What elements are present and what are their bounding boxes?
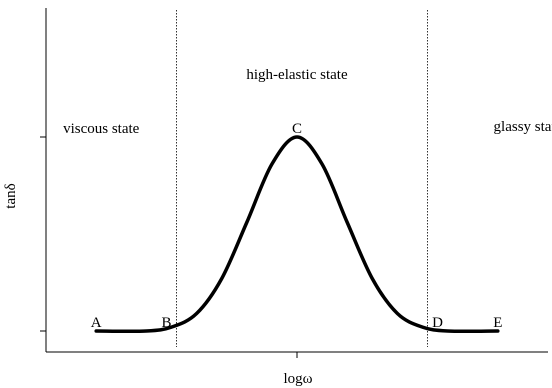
point-label-a: A — [91, 315, 102, 331]
point-label-e: E — [493, 315, 502, 331]
region-label-2: glassy state — [494, 119, 552, 135]
series-line-0 — [94, 135, 500, 334]
point-label-b: B — [161, 315, 171, 331]
region-label-1: high-elastic state — [246, 67, 348, 83]
point-label-d: D — [432, 315, 443, 331]
point-label-c: C — [292, 121, 302, 137]
y-axis-label: tanδ — [3, 183, 19, 208]
region-label-0: viscous state — [63, 121, 140, 137]
x-axis-label: logω — [283, 371, 312, 387]
